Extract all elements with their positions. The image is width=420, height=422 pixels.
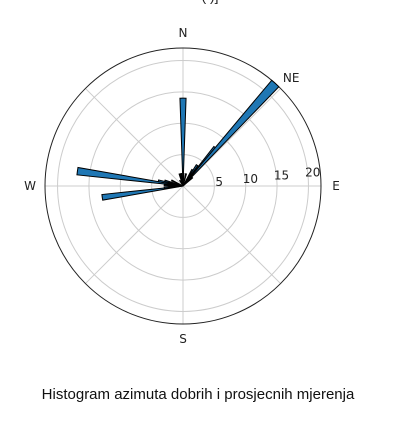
polar-histogram: 5 10 15 20 N NE E S W xyxy=(24,26,340,346)
radial-tick-labels: 5 10 15 20 xyxy=(215,165,320,189)
grid-spoke-135 xyxy=(182,185,281,284)
radial-tick-15: 15 xyxy=(274,169,289,183)
direction-label-e: E xyxy=(332,179,340,193)
histogram-bar-18 xyxy=(180,172,184,187)
histogram-bar-0 xyxy=(179,97,187,187)
histogram-bar-10 xyxy=(163,185,184,190)
direction-label-n: N xyxy=(179,26,188,40)
radial-tick-20: 20 xyxy=(305,165,320,179)
histogram-bars xyxy=(76,79,280,201)
outer-circle xyxy=(44,47,322,325)
histogram-bar-2 xyxy=(182,173,188,187)
grid-spoke-225 xyxy=(85,185,184,284)
histogram-bar-14 xyxy=(164,179,184,187)
grid-spoke-315 xyxy=(85,88,184,187)
histogram-bar-6 xyxy=(182,79,280,187)
chart-caption: Histogram azimuta dobrih i prosjecnih mj… xyxy=(41,386,355,403)
radial-tick-10: 10 xyxy=(243,172,258,186)
direction-labels: N NE E S W xyxy=(24,26,340,346)
polar-grid xyxy=(44,47,322,325)
radial-tick-5: 5 xyxy=(215,175,223,189)
histogram-bar-9 xyxy=(101,185,184,201)
histogram-bar-8 xyxy=(182,176,194,187)
clipped-header-text: ( )] xyxy=(0,0,420,8)
histogram-bar-12 xyxy=(76,166,184,187)
direction-label-ne: NE xyxy=(283,71,300,85)
direction-label-w: W xyxy=(24,179,36,193)
histogram-bar-15 xyxy=(170,179,184,187)
direction-label-s: S xyxy=(179,332,187,346)
